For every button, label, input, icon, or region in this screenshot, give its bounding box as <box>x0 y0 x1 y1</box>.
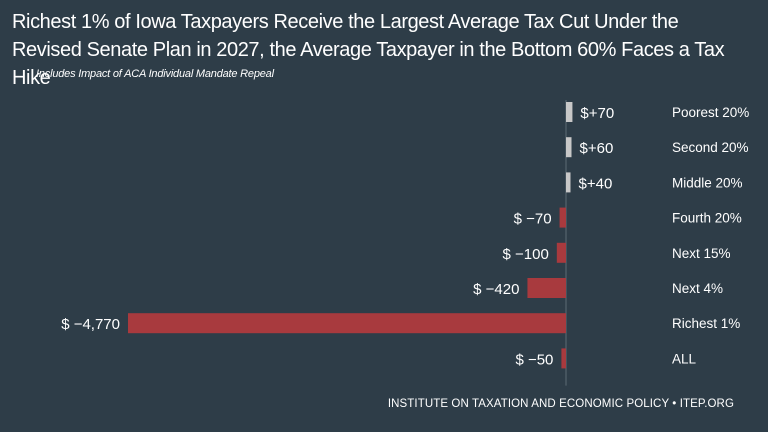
chart-title-line-1: Richest 1% of Iowa Taxpayers Receive the… <box>12 11 679 33</box>
category-label-5: Next 4% <box>672 281 723 296</box>
bar-1 <box>566 137 572 158</box>
chart-title-line-2: Revised Senate Plan in 2027, the Average… <box>12 39 725 89</box>
value-label-0: $+70 <box>580 105 614 122</box>
category-label-3: Fourth 20% <box>672 211 742 226</box>
bar-4 <box>556 242 566 263</box>
bar-6 <box>128 313 566 334</box>
bar-3 <box>559 207 566 228</box>
source-footer: INSTITUTE ON TAXATION AND ECONOMIC POLIC… <box>387 398 734 410</box>
value-label-5: $ −420 <box>473 281 519 298</box>
value-label-6: $ −4,770 <box>61 316 120 333</box>
bar-7 <box>561 348 566 369</box>
category-label-6: Richest 1% <box>672 316 740 331</box>
bar-5 <box>527 278 566 298</box>
bar-0 <box>566 102 573 122</box>
chart-title: Richest 1% of Iowa Taxpayers Receive the… <box>12 8 752 92</box>
category-label-1: Second 20% <box>672 140 749 155</box>
value-label-3: $ −70 <box>514 211 552 228</box>
chart-subtitle: Includes Impact of ACA Individual Mandat… <box>36 68 274 80</box>
category-label-7: ALL <box>672 351 697 366</box>
bar-2 <box>566 172 571 193</box>
value-label-4: $ −100 <box>503 246 549 263</box>
value-label-1: $+60 <box>580 140 614 157</box>
category-label-2: Middle 20% <box>672 175 743 190</box>
value-label-2: $+40 <box>579 175 613 192</box>
category-label-4: Next 15% <box>672 246 731 261</box>
value-label-7: $ −50 <box>515 351 553 368</box>
category-label-0: Poorest 20% <box>672 105 749 120</box>
